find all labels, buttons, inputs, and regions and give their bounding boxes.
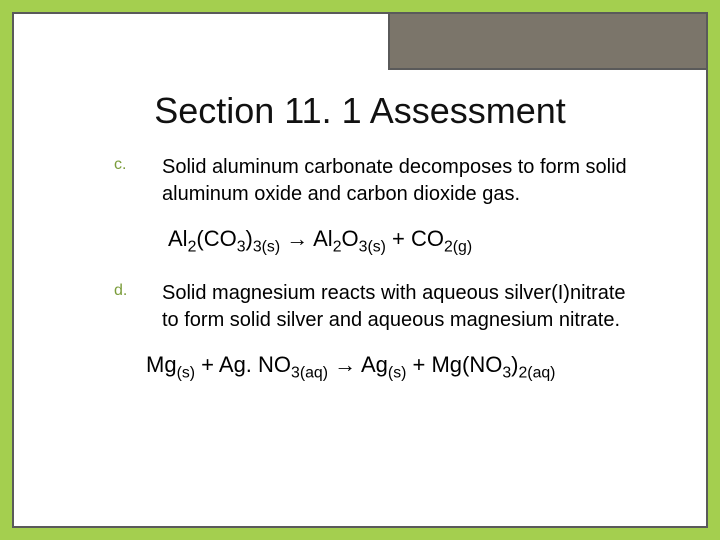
item-marker: c. — [114, 154, 162, 208]
item-marker: d. — [114, 280, 162, 334]
slide-title: Section 11. 1 Assessment — [14, 90, 706, 132]
slide-content: c. Solid aluminum carbonate decomposes t… — [114, 154, 636, 407]
slide-frame: Section 11. 1 Assessment c. Solid alumin… — [12, 12, 708, 528]
item-description: Solid magnesium reacts with aqueous silv… — [162, 280, 636, 334]
list-item: c. Solid aluminum carbonate decomposes t… — [114, 154, 636, 208]
chemical-equation: Al2(CO3)3(s) → Al2O3(s) + CO2(g) — [168, 226, 636, 256]
chemical-equation: Mg(s) + Ag. NO3(aq) → Ag(s) + Mg(NO3)2(a… — [146, 352, 636, 382]
accent-box — [388, 12, 708, 70]
item-description: Solid aluminum carbonate decomposes to f… — [162, 154, 636, 208]
list-item: d. Solid magnesium reacts with aqueous s… — [114, 280, 636, 334]
